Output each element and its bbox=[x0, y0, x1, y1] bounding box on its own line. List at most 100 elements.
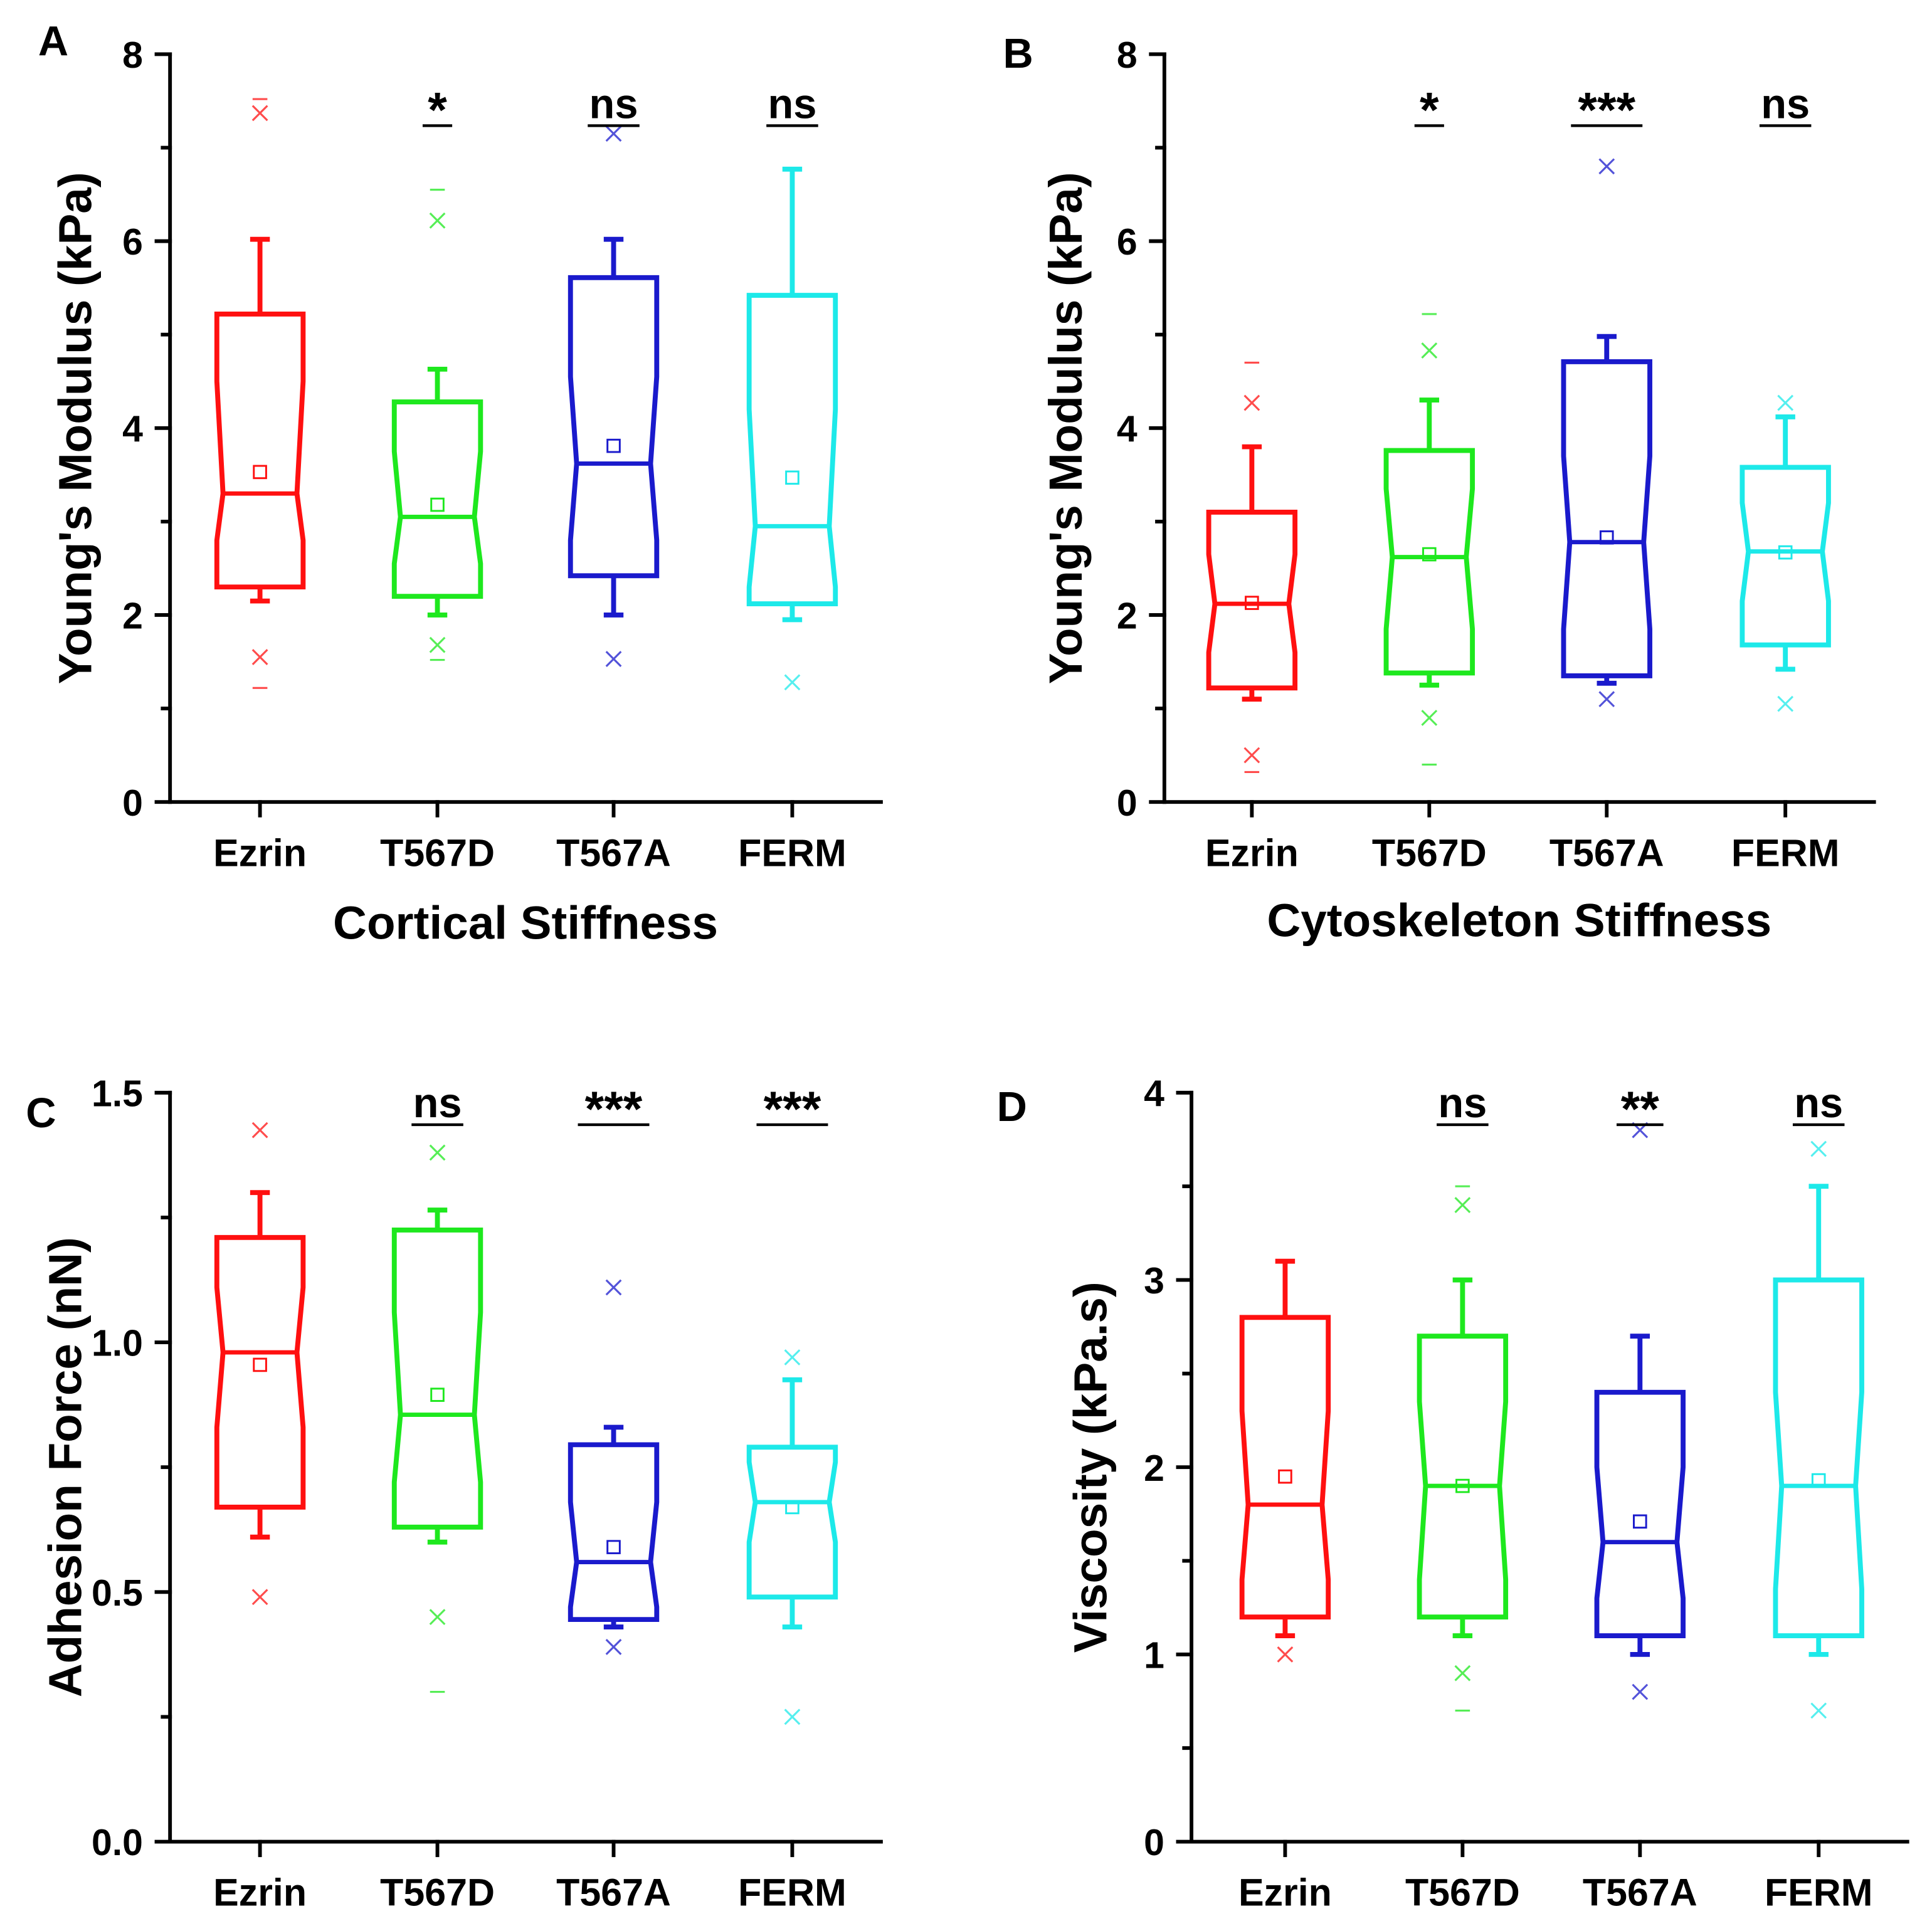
category-label: FERM bbox=[1731, 831, 1840, 874]
y-tick-label: 6 bbox=[1117, 222, 1138, 263]
y-axis-title: Adhesion Force (nN) bbox=[39, 1237, 92, 1697]
panel-label: B bbox=[1003, 31, 1033, 77]
box bbox=[214, 1234, 306, 1510]
y-tick-label: 1.0 bbox=[92, 1323, 143, 1364]
percentile-1-marker bbox=[1598, 691, 1615, 708]
y-axis-title: Young's Modulus (kPa) bbox=[1039, 172, 1092, 684]
y-tick-label: 8 bbox=[1117, 35, 1138, 76]
y-tick-label: 1.5 bbox=[92, 1073, 143, 1114]
percentile-1-marker bbox=[251, 1589, 268, 1606]
significance-label: ns bbox=[589, 82, 638, 128]
category-label: Ezrin bbox=[213, 1871, 307, 1914]
percentile-1-marker bbox=[1421, 710, 1438, 726]
box bbox=[567, 275, 660, 579]
y-tick-label: 2 bbox=[122, 596, 143, 637]
box-group-ezrin: Ezrin bbox=[213, 98, 307, 874]
percentile-1-marker bbox=[784, 674, 801, 691]
percentile-1-marker bbox=[429, 1609, 446, 1626]
mean-marker bbox=[785, 470, 800, 485]
box-group-t567d: T567D * bbox=[380, 82, 495, 874]
percentile-99-marker bbox=[1421, 342, 1438, 359]
y-tick-label: 2 bbox=[1144, 1448, 1164, 1489]
box-group-ezrin: Ezrin bbox=[1205, 361, 1299, 874]
significance-label: ns bbox=[1438, 1080, 1487, 1127]
y-tick-label: 4 bbox=[1144, 1073, 1164, 1114]
box-group-t567d: T567D ns bbox=[1405, 1080, 1520, 1914]
category-label: Ezrin bbox=[1238, 1871, 1332, 1914]
category-label: T567A bbox=[1583, 1871, 1697, 1914]
significance-label: *** bbox=[585, 1081, 643, 1137]
percentile-99-marker bbox=[429, 212, 446, 229]
box-group-t567d: T567D * bbox=[1372, 82, 1487, 874]
significance-label: ns bbox=[768, 82, 816, 128]
category-label: T567D bbox=[380, 1871, 495, 1914]
y-tick-label: 0.5 bbox=[92, 1573, 143, 1614]
percentile-99-marker bbox=[605, 1279, 622, 1296]
box-group-ferm: FERM ns bbox=[738, 82, 847, 875]
box bbox=[746, 293, 838, 607]
mean-marker bbox=[1245, 596, 1259, 610]
percentile-1-marker bbox=[1454, 1665, 1471, 1681]
significance-label: ns bbox=[413, 1080, 462, 1127]
percentile-99-marker bbox=[429, 1144, 446, 1161]
y-tick-label: 1 bbox=[1144, 1635, 1164, 1676]
box bbox=[567, 1442, 660, 1623]
y-tick-label: 0.0 bbox=[92, 1823, 143, 1863]
y-tick-label: 4 bbox=[122, 409, 143, 450]
percentile-1-marker bbox=[784, 1708, 801, 1725]
y-tick-label: 8 bbox=[122, 35, 143, 76]
category-label: Ezrin bbox=[1205, 831, 1299, 874]
significance-label: *** bbox=[1578, 82, 1635, 137]
significance-label: ** bbox=[1621, 1081, 1660, 1137]
x-axis-title: Cortical Stiffness bbox=[333, 896, 718, 949]
box-group-t567a: T567A *** bbox=[556, 1081, 671, 1914]
x-axis-title: Cytoskeleton Stiffness bbox=[1267, 893, 1771, 946]
mean-marker bbox=[430, 497, 445, 512]
mean-marker bbox=[430, 1387, 445, 1402]
box-group-ezrin: Ezrin bbox=[1238, 1258, 1332, 1914]
box-group-t567a: T567A ** bbox=[1583, 1081, 1697, 1914]
box bbox=[1417, 1334, 1509, 1620]
box bbox=[1773, 1277, 1864, 1638]
mean-marker bbox=[606, 438, 621, 453]
category-label: T567D bbox=[1405, 1871, 1520, 1914]
panel-c: C 0.0 0.5 1.0 1.5 Adhesion Force (nN) Ezrin T56… bbox=[26, 1073, 883, 1914]
mean-marker bbox=[606, 1540, 621, 1554]
significance-label: ns bbox=[1761, 82, 1810, 128]
percentile-1-marker bbox=[605, 651, 622, 667]
percentile-99-marker bbox=[1777, 394, 1794, 411]
mean-marker bbox=[1633, 1514, 1647, 1529]
box bbox=[1561, 359, 1652, 678]
panel-label: A bbox=[38, 18, 68, 65]
panel-label: C bbox=[26, 1090, 56, 1137]
mean-marker bbox=[1599, 530, 1614, 545]
category-label: FERM bbox=[738, 831, 847, 874]
category-label: FERM bbox=[1765, 1871, 1873, 1914]
category-label: T567A bbox=[1549, 831, 1664, 874]
y-tick-label: 3 bbox=[1144, 1261, 1164, 1302]
box-group-ezrin: Ezrin bbox=[213, 1122, 307, 1914]
mean-marker bbox=[1778, 545, 1793, 560]
box-group-ferm: FERM ns bbox=[1731, 82, 1840, 875]
y-tick-label: 0 bbox=[1144, 1823, 1164, 1863]
percentile-99-marker bbox=[1810, 1140, 1827, 1157]
box bbox=[1739, 465, 1831, 648]
percentile-1-marker bbox=[251, 649, 268, 665]
percentile-99-marker bbox=[1454, 1197, 1471, 1213]
y-tick-label: 2 bbox=[1117, 596, 1138, 637]
percentile-99-marker bbox=[784, 1349, 801, 1365]
significance-label: * bbox=[1420, 82, 1439, 137]
significance-label: * bbox=[428, 82, 447, 137]
category-label: Ezrin bbox=[213, 831, 307, 874]
category-label: T567D bbox=[380, 831, 495, 874]
percentile-99-marker bbox=[1243, 394, 1260, 411]
box-group-t567d: T567D ns bbox=[380, 1080, 495, 1914]
y-tick-label: 4 bbox=[1117, 409, 1138, 450]
category-label: FERM bbox=[738, 1871, 847, 1914]
mean-marker bbox=[253, 465, 267, 480]
percentile-99-marker bbox=[251, 1122, 268, 1139]
category-label: T567D bbox=[1372, 831, 1487, 874]
panel-d: D 0 1 2 3 4 Viscosity (kPa.s) Ezrin T567D ns T567A… bbox=[997, 1073, 1909, 1914]
percentile-1-marker bbox=[605, 1639, 622, 1655]
